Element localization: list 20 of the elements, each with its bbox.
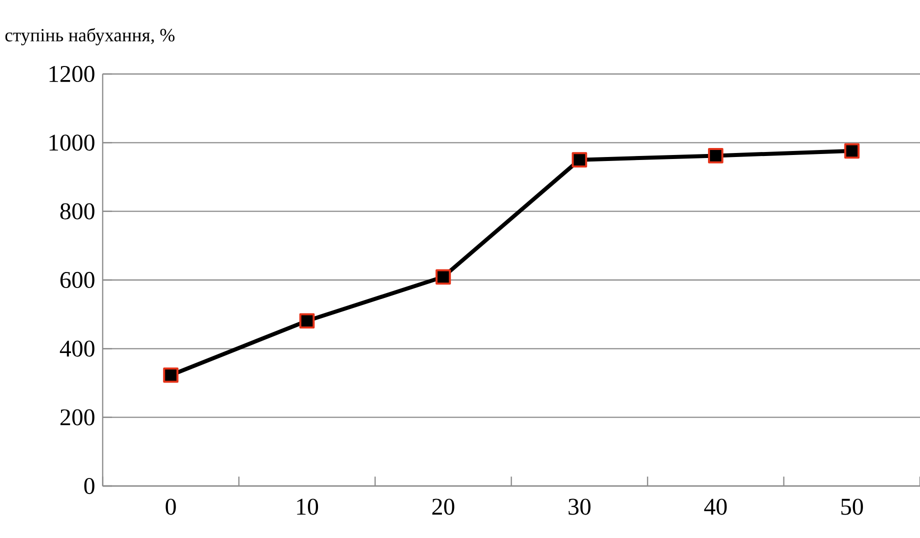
x-tick-label: 50 <box>841 498 863 515</box>
y-tick-label: 0 <box>84 478 94 494</box>
x-tick-label: 40 <box>704 498 727 515</box>
y-tick-label: 400 <box>60 340 94 357</box>
y-tick-label: 1000 <box>50 134 94 151</box>
x-tick-label: 10 <box>297 498 318 515</box>
y-tick-label: 1200 <box>50 66 94 82</box>
y-axis-title: ступінь набухання, % <box>5 28 174 46</box>
y-tick-label: 600 <box>60 272 94 288</box>
y-tick-label: 800 <box>60 203 94 220</box>
y-tick-label: 200 <box>60 409 94 426</box>
point <box>844 143 860 159</box>
x-tick-label: 30 <box>568 498 590 515</box>
x-tick-label: 20 <box>432 498 454 515</box>
point <box>436 269 451 285</box>
x-tick-label: 0 <box>166 498 176 515</box>
point <box>572 152 588 168</box>
point <box>708 148 724 164</box>
point <box>163 367 178 383</box>
point <box>299 313 315 329</box>
